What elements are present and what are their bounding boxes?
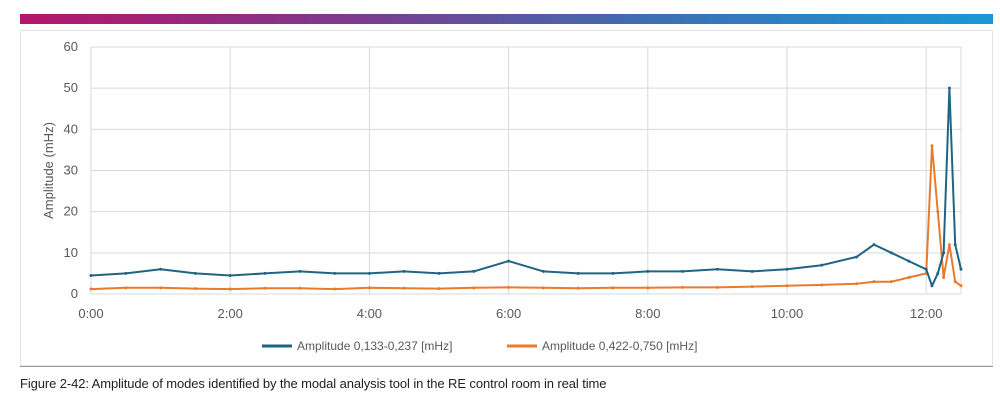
series-1-point <box>715 267 719 271</box>
series-2-point <box>472 286 476 290</box>
series-1-point <box>611 271 615 275</box>
series-1-point <box>541 269 545 273</box>
series-2-point <box>936 210 940 214</box>
y-tick-label: 30 <box>64 163 78 178</box>
x-tick-label: 4:00 <box>357 306 382 321</box>
series-1-point <box>907 259 911 263</box>
series-2-point <box>947 243 951 247</box>
legend: Amplitude 0,133-0,237 [mHz] Amplitude 0,4… <box>262 339 697 353</box>
series-1-point <box>298 269 302 273</box>
series-1-point <box>159 267 163 271</box>
series-1-point <box>402 269 406 273</box>
series-1-point <box>472 269 476 273</box>
series-2-point <box>907 276 911 280</box>
series-line-2 <box>90 144 962 291</box>
series-2-point <box>681 285 685 289</box>
series-1-point <box>750 269 754 273</box>
x-axis-ticks: 0:00 2:00 4:00 6:00 8:00 10:00 12:00 <box>78 306 942 321</box>
series-2-point <box>930 144 934 148</box>
series-1-point <box>855 255 859 259</box>
y-tick-label: 0 <box>71 286 78 301</box>
series-1-point <box>785 267 789 271</box>
series-1-point <box>947 86 951 90</box>
amplitude-chart: 0 10 20 30 40 50 60 0:00 2:00 4:00 6:00 8:00 10:00 1… <box>41 39 963 353</box>
y-tick-label: 50 <box>64 80 78 95</box>
legend-label-2: Amplitude 0,422-0,750 [mHz] <box>542 339 697 353</box>
series-2-point <box>715 285 719 289</box>
series-2-point <box>750 285 754 289</box>
brand-gradient-bar <box>20 14 993 24</box>
series-2-point <box>646 286 650 290</box>
y-tick-label: 60 <box>64 39 78 54</box>
chart-frame <box>20 30 993 366</box>
series-1-point <box>507 259 511 263</box>
series-1-point <box>889 251 893 255</box>
x-tick-label: 2:00 <box>218 306 243 321</box>
series-2-point <box>820 283 824 287</box>
series-2-point <box>942 276 946 280</box>
series-2-point <box>263 286 267 290</box>
series-1-point <box>953 243 957 247</box>
series-2-point <box>855 282 859 286</box>
series-2-point <box>541 286 545 290</box>
series-1-point <box>681 269 685 273</box>
series-2-point <box>333 287 337 291</box>
series-1-point <box>263 271 267 275</box>
series-1-point <box>228 273 232 277</box>
x-tick-label: 0:00 <box>78 306 103 321</box>
series-1-point <box>333 271 337 275</box>
series-1-point <box>930 284 934 288</box>
y-axis-label: Amplitude (mHz) <box>41 122 56 219</box>
series-2-point <box>367 286 371 290</box>
series-2-point <box>298 286 302 290</box>
series-2-point <box>953 280 957 284</box>
series-2-point <box>89 287 93 291</box>
series-2-point <box>959 284 963 288</box>
x-tick-label: 6:00 <box>496 306 521 321</box>
series-2-point <box>785 284 789 288</box>
series-1-point <box>872 243 876 247</box>
series-line-1 <box>90 87 962 287</box>
series-2-point <box>576 286 580 290</box>
series-1-point <box>942 251 946 255</box>
series-1-point <box>437 271 441 275</box>
series-2-point <box>228 287 232 291</box>
series-2-point <box>611 286 615 290</box>
x-tick-label: 12:00 <box>910 306 943 321</box>
figure-caption: Figure 2-42: Amplitude of modes identifi… <box>20 376 607 391</box>
series-1-point <box>820 263 824 267</box>
series-2-point <box>507 285 511 289</box>
y-tick-label: 40 <box>64 121 78 136</box>
series-2-point <box>889 280 893 284</box>
series-2-point <box>402 286 406 290</box>
series-1-point <box>936 271 940 275</box>
legend-label-1: Amplitude 0,133-0,237 [mHz] <box>297 339 452 353</box>
series-2-point <box>193 287 197 291</box>
series-1-point <box>124 271 128 275</box>
y-tick-label: 20 <box>64 204 78 219</box>
x-tick-label: 8:00 <box>635 306 660 321</box>
series-1-point <box>924 267 928 271</box>
series-1-point <box>193 271 197 275</box>
series-1-point <box>646 269 650 273</box>
series-lines <box>89 86 963 291</box>
series-1-point <box>959 267 963 271</box>
series-2-point <box>159 286 163 290</box>
caption-rule <box>20 366 993 367</box>
series-1-point <box>576 271 580 275</box>
y-axis-ticks: 0 10 20 30 40 50 60 <box>64 39 78 301</box>
series-2-point <box>872 280 876 284</box>
grid-lines <box>90 46 962 295</box>
series-1-point <box>89 273 93 277</box>
y-tick-label: 10 <box>64 245 78 260</box>
x-tick-label: 10:00 <box>771 306 804 321</box>
series-1-point <box>367 271 371 275</box>
series-2-point <box>437 287 441 291</box>
series-2-point <box>124 286 128 290</box>
